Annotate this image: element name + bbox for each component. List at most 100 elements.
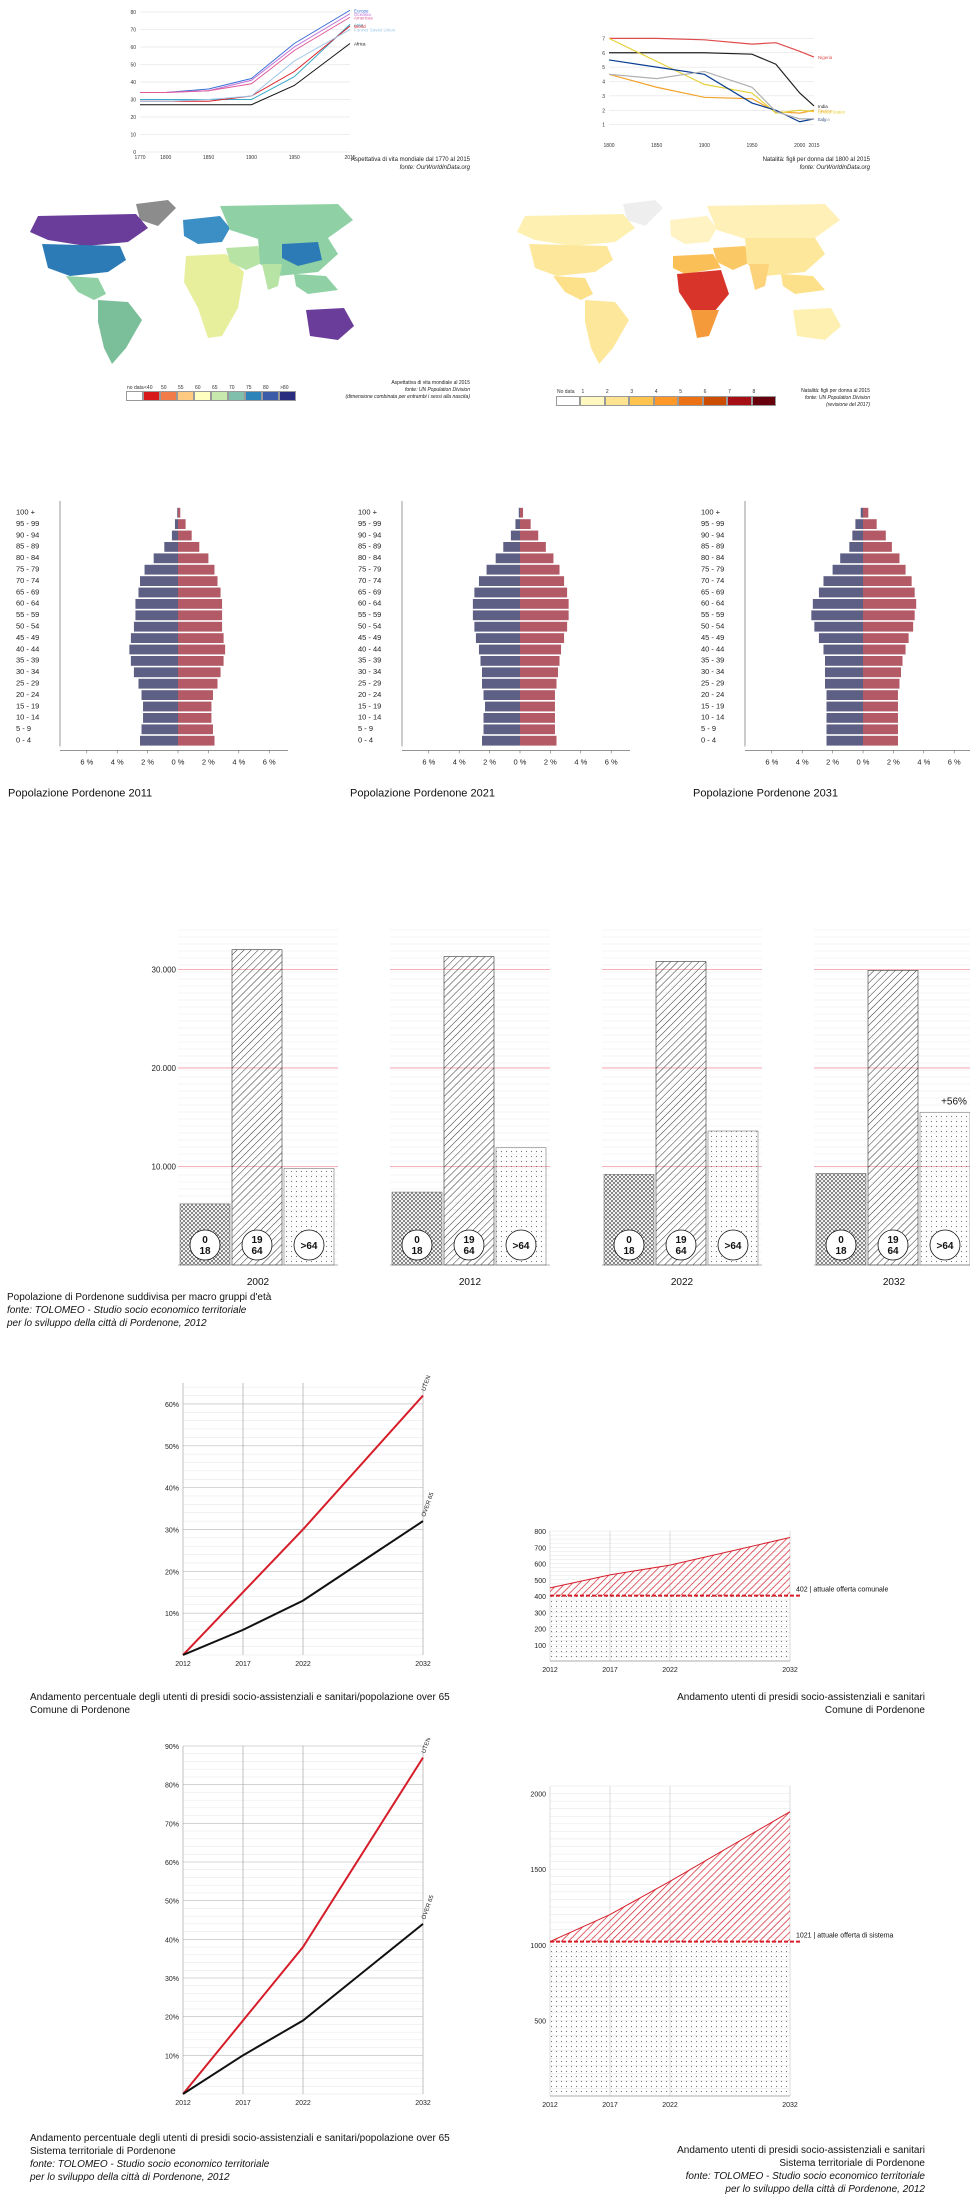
india-shape (262, 264, 282, 290)
y-tick-label: 7 (602, 36, 605, 42)
age-group-label: 45 - 49 (358, 633, 381, 642)
age-group-label: 5 - 9 (358, 724, 373, 733)
group-badge-label: 18 (411, 1246, 423, 1257)
y-tick-label: 20% (165, 2015, 179, 2022)
x-tick-label: 2032 (415, 2100, 431, 2107)
group-badge-label: 18 (623, 1246, 635, 1257)
russia-shape (220, 204, 353, 242)
group-badge-label: 19 (463, 1235, 475, 1246)
bar-1 (443, 956, 495, 1266)
y-tick-label: 70 (130, 28, 136, 34)
series-line-6 (140, 43, 351, 106)
group-badge-label: 64 (675, 1246, 687, 1257)
female-bar (520, 621, 568, 632)
y-tick-label: 5 (602, 65, 605, 71)
age-group-label: 80 - 84 (701, 553, 724, 562)
x-tick-label: 4 % (574, 757, 587, 766)
female-bar (178, 678, 218, 689)
series-label: Japan (818, 117, 831, 122)
male-bar (174, 519, 178, 529)
fertility-caption-title: Natalità: figli per donna dal 1800 al 20… (762, 157, 870, 163)
male-bar (153, 553, 178, 564)
y-tick-label: 30.000 (152, 965, 177, 974)
male-bar (483, 713, 520, 723)
male-bar (818, 587, 863, 598)
male-bar (483, 690, 520, 700)
group-badge-label: 18 (199, 1246, 211, 1257)
age-group-label: 50 - 54 (16, 622, 39, 631)
x-tick-label: 2015 (344, 155, 355, 161)
group-badge-label: 0 (202, 1235, 208, 1246)
area-sistema-caption-2: Sistema territoriale di Pordenone (779, 2158, 925, 2169)
x-tick-label: 4 % (111, 757, 124, 766)
age-group-label: 55 - 59 (16, 610, 39, 619)
group-badge-label: 64 (887, 1246, 899, 1257)
female-bar (520, 667, 558, 678)
russia-shape (707, 204, 840, 242)
y-tick-label: 1500 (530, 1867, 546, 1874)
male-bar (133, 621, 178, 632)
age-group-label: 75 - 79 (16, 565, 39, 574)
demand-hatched-area (550, 1537, 790, 1596)
x-tick-label: 2012 (542, 2102, 558, 2109)
map-right-caption-title: Natalità: figli per donna al 2015 (801, 388, 870, 394)
legend-label: 5 (679, 389, 682, 395)
series-line-1 (140, 13, 351, 93)
age-group-label: 15 - 19 (701, 701, 724, 710)
age-group-label: 65 - 69 (16, 587, 39, 596)
age-group-label: 0 - 4 (701, 736, 716, 745)
female-bar (863, 519, 877, 529)
y-tick-label: 30 (130, 98, 136, 104)
legend-label: no data (127, 385, 144, 391)
x-tick-label: 4 % (796, 757, 809, 766)
y-tick-label: 60% (165, 1402, 179, 1409)
age-group-label: 50 - 54 (701, 622, 724, 631)
pct-line-chart-sistema: 10% 20% 30% 40% 50% 60% 70% 80% 90% 2012 2017 2022 2… (165, 1738, 443, 2107)
pyramid-1: 100 + 95 - 99 90 - 94 85 - 89 80 - 84 75 - 79… (350, 501, 630, 799)
legend-swatch: 75 (245, 385, 262, 401)
female-bar (520, 530, 539, 541)
female-bar (863, 610, 915, 621)
female-bar (863, 713, 898, 723)
legend-label: 75 (246, 385, 252, 391)
male-bar (171, 530, 178, 541)
series-label: Africa (354, 42, 366, 47)
male-bar (814, 621, 863, 632)
male-bar (825, 667, 863, 678)
female-bar (178, 610, 223, 621)
female-bar (520, 656, 560, 666)
age-group-label: 75 - 79 (358, 565, 381, 574)
male-bar (503, 542, 520, 552)
x-tick-label: 2012 (175, 2100, 191, 2107)
female-bar (863, 553, 900, 564)
life-expectancy-source: fonte: OurWorldInData.org (399, 165, 470, 171)
legend-label: 8 (752, 389, 756, 395)
x-tick-label: 2 % (483, 757, 496, 766)
area-sistema-caption-1: Andamento utenti di presidi socio-assist… (677, 2145, 925, 2156)
female-bar (863, 667, 901, 678)
x-tick-label: 2032 (415, 1661, 431, 1668)
series-label: Former Soviet Union (354, 28, 396, 33)
group-badge (241, 1229, 273, 1261)
group-badge-label: 0 (838, 1235, 844, 1246)
female-bar (520, 507, 524, 518)
x-tick-label: 2012 (542, 1667, 558, 1674)
y-tick-label: 50% (165, 1444, 179, 1451)
age-group-label: 0 - 4 (358, 736, 373, 745)
legend-swatch: no data (126, 385, 144, 401)
female-bar (863, 576, 912, 586)
legend-label: 2 (605, 389, 609, 395)
legend-label: 4 (654, 389, 658, 395)
x-tick-label: 1800 (603, 143, 614, 149)
y-tick-label: 500 (534, 1578, 546, 1585)
x-tick-label: 1950 (289, 155, 300, 161)
legend-label: 70 (229, 385, 235, 391)
series-line-3 (140, 23, 351, 100)
y-tick-label: 200 (534, 1627, 546, 1634)
y-tick-label: 10.000 (152, 1162, 177, 1171)
southeast-asia-shape (781, 274, 825, 294)
age-group-label: 90 - 94 (358, 530, 381, 539)
legend-label: No data (557, 389, 575, 395)
growth-annotation: +56% (941, 1096, 967, 1107)
